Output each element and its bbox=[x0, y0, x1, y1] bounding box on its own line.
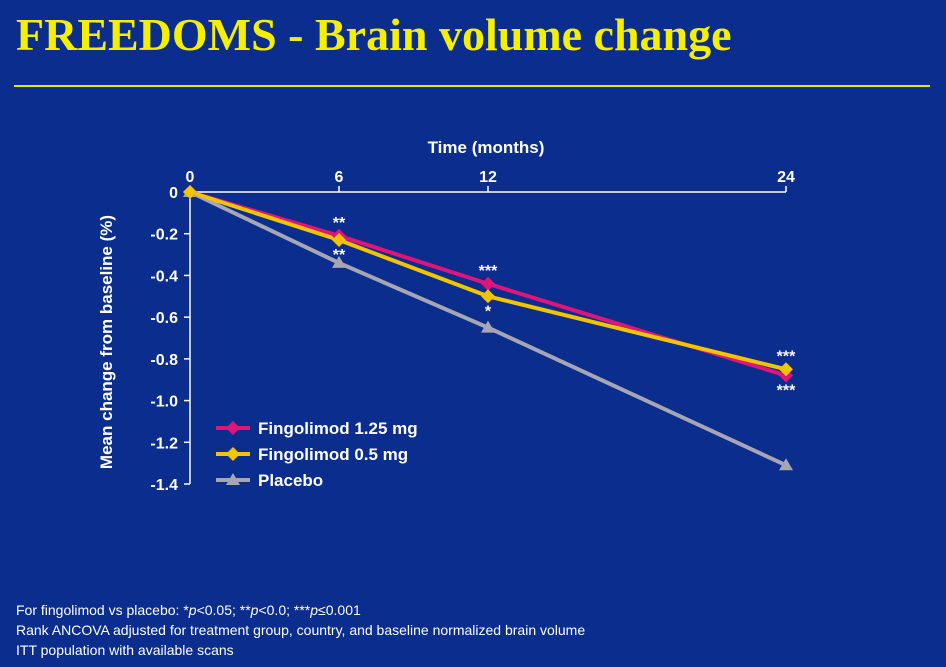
series-line bbox=[189, 190, 787, 372]
footnote-significance: For fingolimod vs placebo: *p<0.05; **p<… bbox=[16, 600, 585, 620]
legend-label: Placebo bbox=[258, 471, 323, 490]
y-tick-label: -0.4 bbox=[150, 268, 178, 285]
y-tick-label: -1.0 bbox=[150, 394, 178, 411]
data-point bbox=[481, 289, 495, 304]
y-tick-label: -0.8 bbox=[150, 352, 178, 369]
x-tick-label: 0 bbox=[186, 169, 195, 186]
significance-label: * bbox=[485, 303, 492, 320]
significance-label: ** bbox=[333, 215, 346, 232]
footnote-sig3-stars: *** bbox=[293, 602, 311, 618]
footnote-sig2-stars: ** bbox=[239, 602, 251, 618]
x-tick-label: 6 bbox=[335, 169, 344, 186]
legend-label: Fingolimod 1.25 mg bbox=[258, 419, 418, 438]
legend-swatch-marker bbox=[226, 421, 240, 435]
footnote-population: ITT population with available scans bbox=[16, 642, 234, 658]
significance-label: *** bbox=[777, 383, 796, 400]
slide-title: FREEDOMS - Brain volume change bbox=[16, 9, 732, 60]
data-point bbox=[481, 320, 495, 333]
footnote-sig2-p: p bbox=[250, 602, 259, 618]
footnotes: For fingolimod vs placebo: *p<0.05; **p<… bbox=[16, 600, 585, 660]
data-point bbox=[332, 255, 346, 268]
footnote-sig1-stars: * bbox=[183, 602, 189, 618]
legend-swatch-marker bbox=[226, 473, 240, 485]
footnote-sig3-p: p bbox=[310, 602, 319, 618]
significance-label: ** bbox=[333, 247, 346, 264]
y-tick-label: -0.2 bbox=[150, 227, 178, 244]
data-point bbox=[332, 232, 346, 247]
footnote-method: Rank ANCOVA adjusted for treatment group… bbox=[16, 622, 586, 638]
legend-label: Fingolimod 0.5 mg bbox=[258, 445, 408, 464]
significance-label: *** bbox=[479, 263, 498, 280]
footnote-sig1-p: p bbox=[188, 602, 197, 618]
y-tick-label: -1.4 bbox=[150, 477, 178, 494]
footnote-prefix: For fingolimod vs placebo: bbox=[16, 602, 184, 618]
data-point bbox=[481, 276, 495, 291]
x-axis-title: Time (months) bbox=[428, 138, 545, 157]
title-divider bbox=[14, 85, 930, 87]
chart-axes: 0 6 12 24 Time (months) 0 -0.2 -0.4 -0.6 -0.8 -1.0… bbox=[97, 138, 795, 494]
y-tick-label: -1.2 bbox=[150, 435, 178, 452]
series-line bbox=[189, 190, 787, 468]
data-point bbox=[779, 362, 793, 377]
x-tick-label: 12 bbox=[479, 169, 497, 186]
footnote-sig3-value: ≤0.001 bbox=[318, 602, 361, 618]
y-tick-label: -0.6 bbox=[150, 310, 178, 327]
significance-label: *** bbox=[777, 348, 796, 365]
data-point bbox=[183, 185, 197, 199]
footnote-sig1-value: <0.05; bbox=[196, 602, 240, 618]
chart-legend: Fingolimod 1.25 mg Fingolimod 0.5 mg Place… bbox=[216, 419, 418, 490]
chart-series: ************** bbox=[183, 185, 796, 471]
footnote-sig2-value: <0.0; bbox=[258, 602, 294, 618]
x-tick-label: 24 bbox=[777, 169, 795, 186]
y-tick-label: 0 bbox=[169, 185, 178, 202]
legend-swatch-marker bbox=[226, 447, 240, 461]
data-point bbox=[779, 458, 793, 471]
y-axis-title: Mean change from baseline (%) bbox=[97, 215, 116, 469]
